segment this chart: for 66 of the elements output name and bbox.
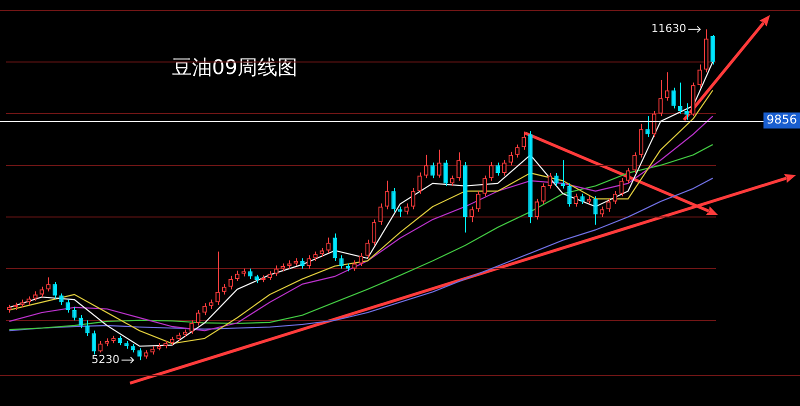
candlestick: [398, 206, 402, 218]
candlestick: [450, 175, 454, 186]
candlestick: [567, 182, 572, 208]
candlestick: [196, 309, 200, 326]
candlestick: [52, 282, 58, 300]
candlestick: [410, 188, 416, 210]
candlestick: [430, 162, 435, 179]
candlestick: [502, 160, 506, 176]
candlestick: [489, 162, 494, 182]
candlestick: [645, 116, 650, 138]
annotation: 5230: [92, 352, 120, 366]
candlestick: [391, 188, 396, 212]
candlestick: [208, 299, 214, 310]
candlestick: [664, 72, 670, 102]
candlestick: [534, 198, 540, 220]
candlestick: [482, 175, 487, 197]
candlestick: [684, 102, 689, 120]
candlestick: [541, 182, 546, 205]
candlestick: [496, 162, 500, 176]
candlestick: [228, 275, 233, 290]
candlestick: [92, 330, 96, 355]
candlestick: [326, 237, 331, 254]
candlestick: [436, 149, 442, 178]
annotation: 11630: [651, 22, 686, 36]
candlestick: [658, 79, 663, 117]
candlestick: [698, 64, 702, 88]
candlestick: [638, 123, 644, 158]
candlestick: [235, 270, 240, 282]
candlestick: [40, 286, 44, 298]
candlestick: [626, 167, 630, 184]
candlestick: [274, 265, 279, 276]
candlestick: [313, 251, 318, 262]
candlestick: [248, 268, 252, 280]
candlestick: [424, 154, 428, 179]
candlestick: [85, 320, 90, 336]
candlestick: [404, 203, 409, 215]
candlestick: [202, 302, 207, 316]
candlestick: [46, 276, 51, 292]
candlestick: [33, 290, 38, 302]
candlestick: [222, 284, 226, 295]
candlestick: [522, 131, 526, 150]
candlestick: [515, 144, 520, 158]
candlestick: [417, 172, 422, 194]
candlestick: [456, 152, 461, 182]
candlestick: [652, 110, 656, 138]
ref-line-label: 9856: [766, 112, 797, 127]
candlestick: [554, 172, 559, 186]
candlestick: [384, 180, 390, 210]
candlestick: [300, 258, 305, 270]
candlestick: [306, 254, 312, 270]
candlestick: [189, 320, 194, 334]
candlestick: [671, 87, 676, 109]
candlestick: [470, 206, 474, 223]
candlestick: [72, 306, 77, 321]
candlestick: [78, 314, 84, 329]
candlestick: [508, 151, 514, 166]
candlestick: [600, 206, 604, 218]
candlestick: [332, 232, 338, 262]
candlestick: [678, 82, 682, 114]
candlestick: [216, 251, 220, 306]
candlestick: [66, 299, 70, 314]
candlestick: [548, 172, 552, 190]
candlestick: [476, 190, 480, 212]
candlestick: [632, 152, 637, 174]
candlestick: [443, 160, 448, 186]
candlestick: [710, 34, 715, 65]
